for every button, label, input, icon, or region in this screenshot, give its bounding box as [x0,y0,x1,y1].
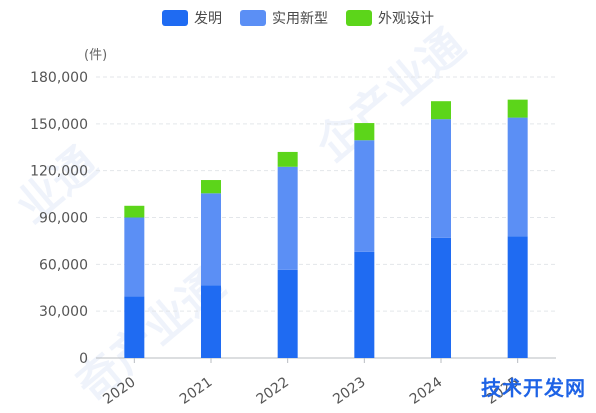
y-tick-label: 90,000 [39,211,88,227]
legend-label: 外观设计 [378,11,434,27]
bar-segment [201,285,221,358]
y-tick-label: 180,000 [30,70,88,86]
bar-segment [431,237,451,358]
legend-swatch [346,10,372,26]
x-tick-label: 2023 [330,374,368,405]
x-tick-label: 2024 [407,374,445,405]
legend-item-utility-model[interactable]: 实用新型 [240,8,328,28]
bar-segment [354,123,375,141]
legend-item-invention[interactable]: 发明 [162,8,222,28]
y-tick-label: 30,000 [39,304,88,320]
legend-swatch [240,10,266,26]
y-tick-label: 150,000 [30,117,88,133]
x-tick-label: 2020 [100,374,138,405]
bar-segment [507,99,528,118]
chart-legend: 发明 实用新型 外观设计 [0,8,596,28]
bar-segment [124,205,145,218]
bar-segment [507,236,528,358]
legend-item-design[interactable]: 外观设计 [346,8,434,28]
bar-segment [277,166,298,270]
bar-segment [277,151,298,167]
legend-swatch [162,10,188,26]
bar-segment [354,140,375,252]
bar-segment [354,251,375,358]
legend-label: 实用新型 [272,11,328,27]
x-tick-label: 2022 [254,374,292,405]
bar-segment [507,117,528,237]
bar-segment [277,269,298,358]
bar-segment [124,296,145,358]
y-axis-unit: (件) [84,48,108,63]
x-tick-label: 2021 [177,374,215,405]
bar-segment [201,180,221,194]
legend-label: 发明 [194,11,222,27]
bar-segment [431,101,451,120]
y-tick-label: 120,000 [30,164,88,180]
bar-segment [201,193,221,286]
y-tick-label: 0 [79,351,88,367]
bar-segment [431,119,451,238]
site-watermark: 技术开发网 [481,376,586,400]
y-tick-label: 60,000 [39,257,88,273]
bar-segment [124,217,145,297]
